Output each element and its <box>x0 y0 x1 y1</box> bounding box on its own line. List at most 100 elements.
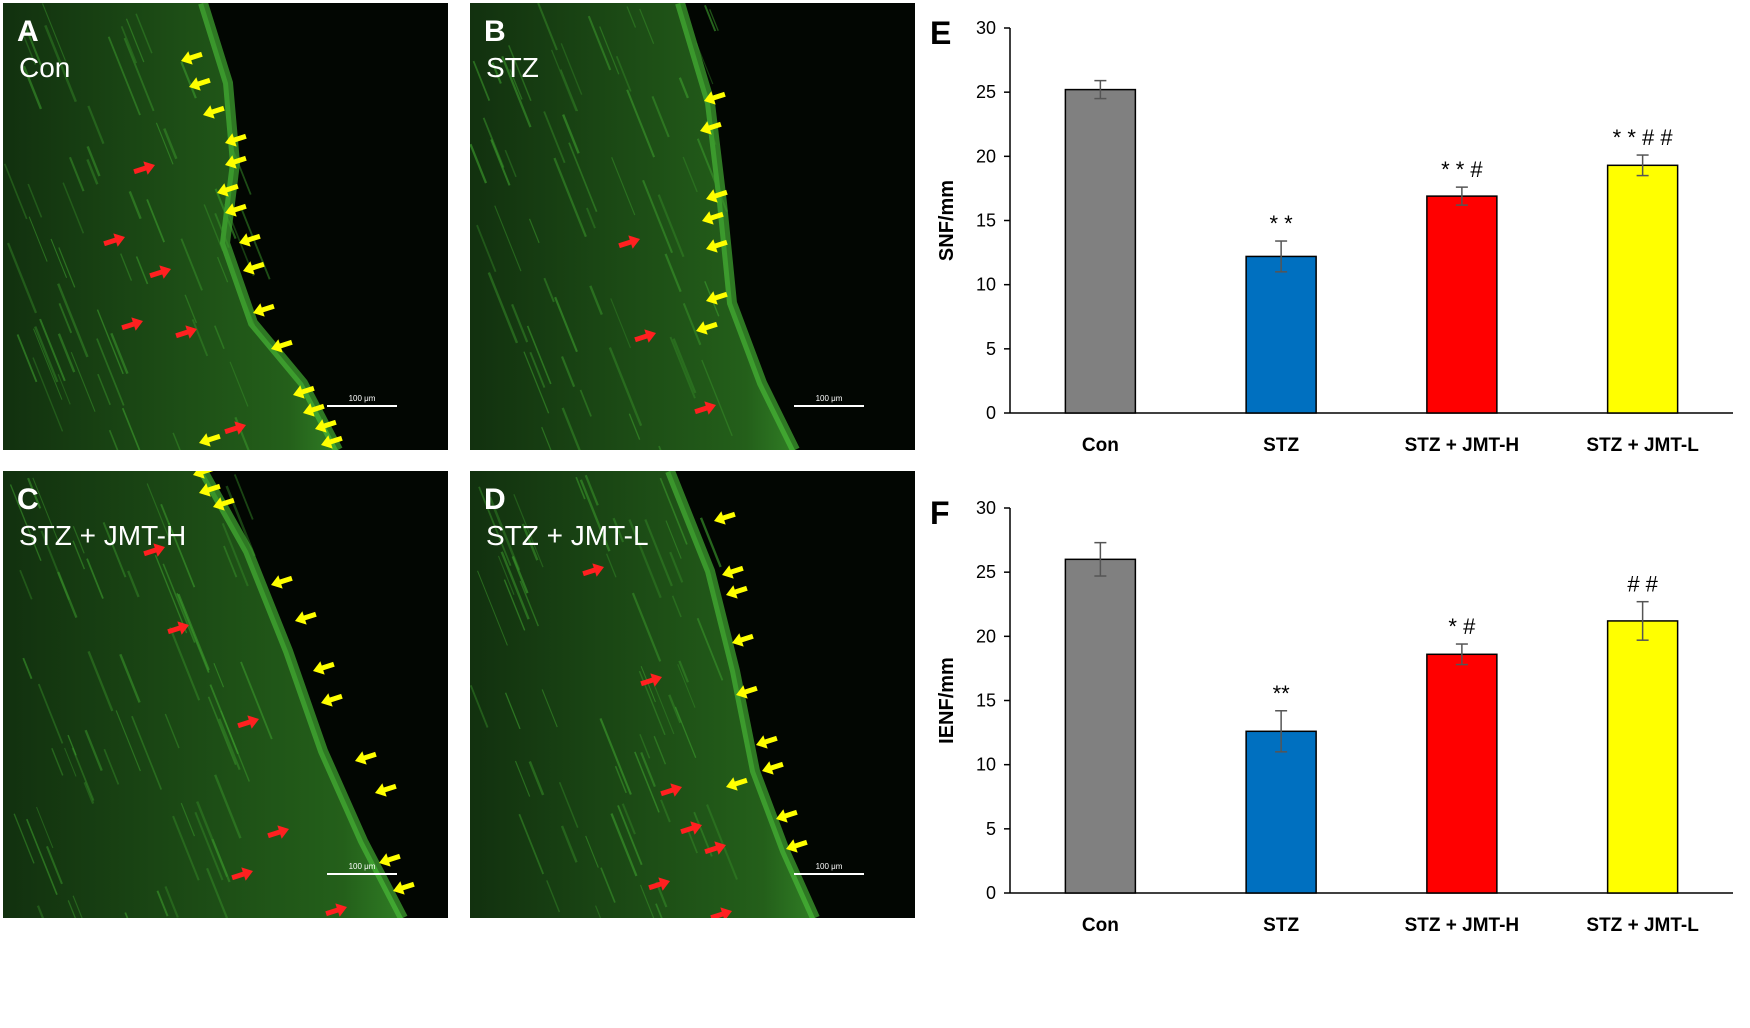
nerve-fiber <box>167 522 196 588</box>
micrograph-panel-d: 100 μm D STZ + JMT-L <box>470 471 915 918</box>
micrograph-d-image: 100 μm <box>470 471 864 918</box>
yellow-arrow <box>706 189 728 203</box>
yellow-arrow <box>189 77 211 91</box>
yellow-arrow <box>393 881 415 895</box>
nerve-fiber <box>634 751 660 813</box>
yellow-arrow <box>225 155 247 169</box>
nerve-fiber <box>86 146 101 177</box>
nerve-fiber <box>653 735 667 765</box>
bar <box>1064 558 1137 894</box>
nerve-fiber <box>497 555 515 595</box>
nerve-fiber <box>64 747 77 777</box>
nerve-fiber <box>472 60 491 101</box>
yellow-arrow <box>203 105 225 119</box>
yellow-arrow <box>375 783 397 797</box>
bar <box>1606 164 1679 414</box>
panel-letter: E <box>930 15 951 51</box>
nerve-fiber <box>57 333 76 373</box>
nerve-fiber <box>621 803 636 835</box>
nerve-fiber <box>617 805 643 866</box>
nerve-fiber <box>508 45 532 102</box>
yellow-arrow <box>181 51 203 65</box>
nerve-fiber <box>600 867 616 903</box>
red-arrow <box>710 907 732 918</box>
scale-bar-label: 100 μm <box>816 394 843 403</box>
y-tick-label: 20 <box>976 146 996 166</box>
nerve-fiber <box>614 765 627 794</box>
nerve-fiber <box>554 296 578 353</box>
nerve-fiber <box>169 627 201 701</box>
chart-panel-f: F 0 5 10 15 20 25 30 IENF/mm Con ** STZ * # STZ + JMT… <box>925 480 1750 950</box>
nerve-fiber <box>83 781 95 804</box>
panel-letter: A <box>17 15 39 48</box>
tissue-region <box>470 471 815 918</box>
yellow-arrow <box>239 233 261 247</box>
nerve-fiber <box>72 895 83 918</box>
nerve-fiber <box>96 309 124 375</box>
nerve-fiber <box>221 523 249 587</box>
yellow-arrow <box>726 585 748 599</box>
yellow-arrow <box>736 685 758 699</box>
nerve-fiber <box>164 713 180 749</box>
nerve-fiber <box>543 111 566 164</box>
panel-letter: F <box>930 495 950 531</box>
nerve-fiber <box>32 477 61 546</box>
yellow-arrow <box>722 565 744 579</box>
nerve-fiber <box>611 157 636 216</box>
significance-label: * * # # <box>1613 125 1674 150</box>
nerve-fiber <box>16 334 38 383</box>
nerve-fiber <box>220 710 250 782</box>
yellow-arrow <box>313 661 335 675</box>
nerve-fiber <box>13 813 35 864</box>
nerve-fiber <box>135 256 149 285</box>
nerve-fiber <box>626 6 637 28</box>
y-axis-label: SNF/mm <box>936 180 958 261</box>
nerve-fiber <box>33 328 63 400</box>
red-arrow <box>175 325 197 339</box>
yellow-arrow <box>702 211 724 225</box>
nerve-fiber <box>37 683 64 744</box>
yellow-arrow <box>225 133 247 147</box>
nerve-fiber <box>640 752 656 788</box>
group-label: STZ + JMT-L <box>486 520 649 551</box>
nerve-fiber <box>107 36 141 116</box>
nerve-fiber <box>163 128 178 160</box>
nerve-fiber <box>57 374 71 405</box>
nerve-fiber <box>103 748 120 785</box>
nerve-fiber <box>213 662 225 688</box>
nerve-fiber <box>686 828 698 854</box>
nerve-fiber <box>575 476 586 500</box>
yellow-arrow <box>293 385 315 399</box>
nerve-fiber <box>218 718 241 771</box>
epidermis-edge <box>198 471 408 918</box>
nerve-fiber <box>599 26 620 75</box>
nerve-fiber <box>96 338 125 406</box>
nerve-fiber <box>518 813 545 875</box>
nerve-fiber <box>50 238 68 278</box>
red-arrow <box>149 265 171 279</box>
yellow-arrow <box>271 575 293 589</box>
nerve-fiber <box>560 69 579 112</box>
nerve-fiber <box>67 900 76 918</box>
red-arrow <box>231 867 253 881</box>
chart-e-svg: E 0 5 10 15 20 25 30 SNF/mm Con * * STZ * * # STZ + J… <box>930 15 1733 456</box>
scale-bar: 100 μm <box>794 862 864 875</box>
nerve-fiber <box>659 477 688 545</box>
nerve-fiber <box>180 238 203 291</box>
nerve-fiber <box>696 617 724 681</box>
nerve-fiber <box>470 143 488 184</box>
nerve-fiber <box>642 179 673 254</box>
yellow-arrow <box>379 853 401 867</box>
nerve-fiber <box>585 835 599 868</box>
significance-label: * * <box>1270 211 1294 236</box>
nerve-fiber <box>127 570 140 598</box>
x-tick-label: STZ <box>1263 435 1299 456</box>
nerve-fiber <box>172 815 200 881</box>
yellow-arrow <box>726 777 748 791</box>
nerve-fiber <box>610 298 632 349</box>
nerve-fiber <box>160 503 171 525</box>
nerve-fiber <box>123 37 155 112</box>
nerve-fiber <box>231 147 252 195</box>
nerve-fiber <box>701 359 733 437</box>
nerve-fiber <box>87 651 114 712</box>
